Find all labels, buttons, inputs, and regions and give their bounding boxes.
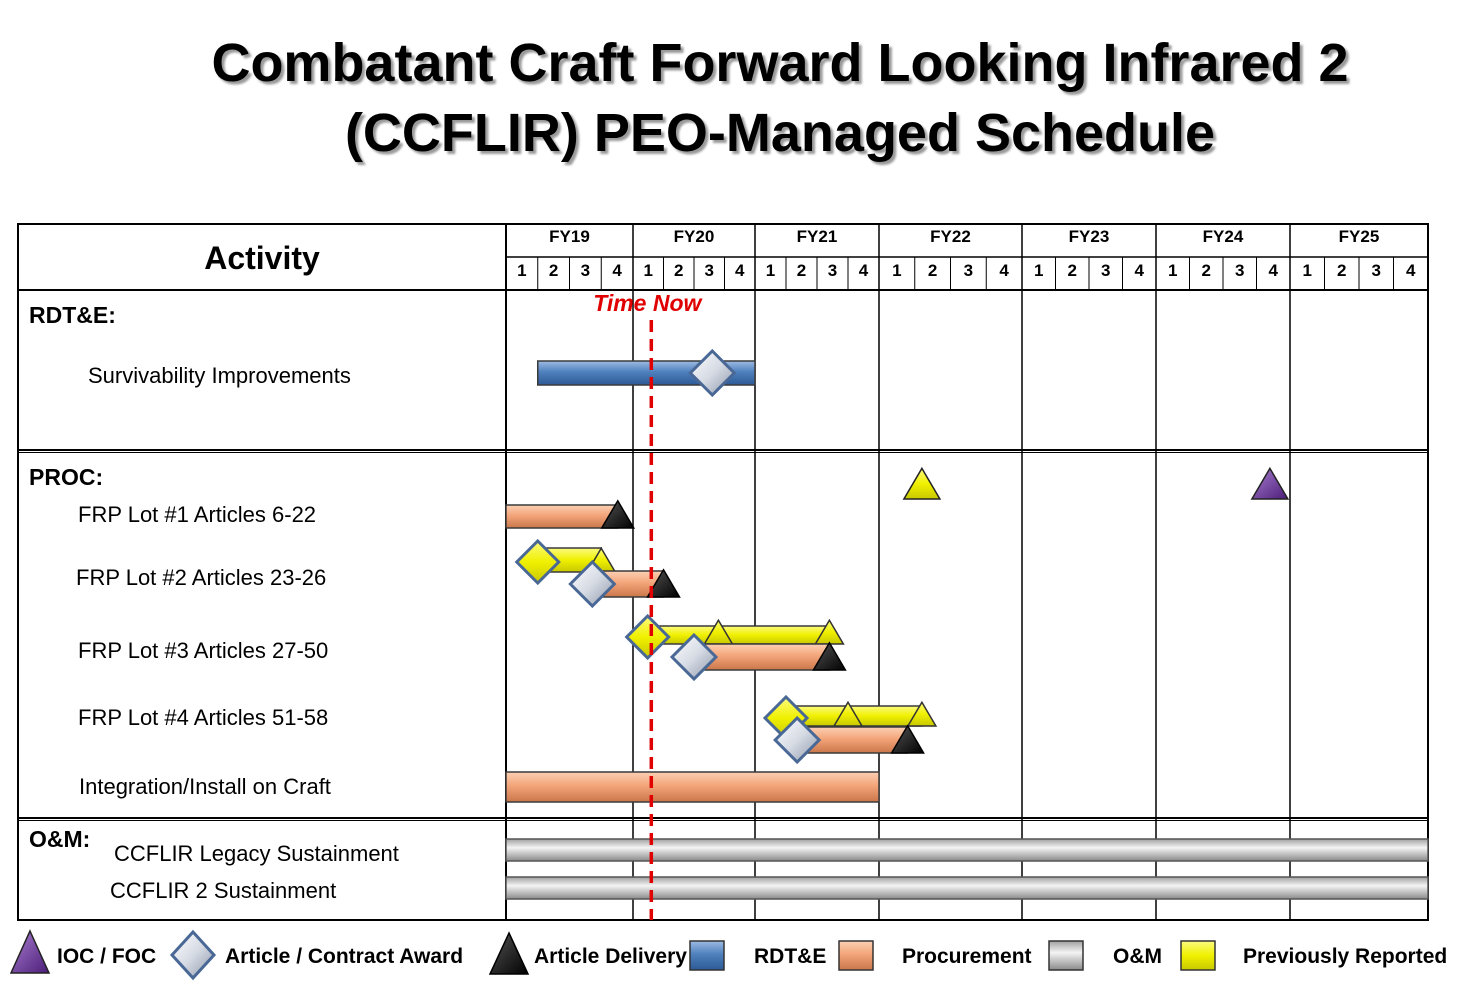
legend-label: Article Delivery — [534, 945, 687, 968]
activity-label: FRP Lot #1 Articles 6-22 — [78, 502, 316, 527]
quarter-label: 4 — [735, 261, 745, 280]
procurement-bar — [505, 504, 619, 529]
quarter-label: 1 — [892, 261, 901, 280]
activity-label: FRP Lot #3 Articles 27-50 — [78, 638, 328, 663]
quarter-label: 2 — [797, 261, 806, 280]
quarter-label: 3 — [705, 261, 714, 280]
om-bar — [505, 838, 1429, 862]
activity-label: Integration/Install on Craft — [79, 774, 331, 799]
previously-reported-award-marker — [624, 613, 671, 661]
previously-reported-award-marker — [514, 538, 561, 586]
previously-reported-bar — [646, 625, 831, 645]
fy-label: FY20 — [674, 227, 715, 246]
activity-label: FRP Lot #2 Articles 23-26 — [76, 565, 326, 590]
legend-previously_reported-icon — [1180, 940, 1216, 971]
om-bar — [505, 876, 1429, 900]
activity-label: Survivability Improvements — [88, 363, 351, 388]
activity-label: CCFLIR 2 Sustainment — [110, 878, 336, 903]
quarter-label: 1 — [1168, 261, 1177, 280]
quarter-label: 2 — [674, 261, 683, 280]
title-line-1: Combatant Craft Forward Looking Infrared… — [211, 33, 1349, 93]
quarter-label: 4 — [859, 261, 869, 280]
quarter-label: 3 — [1235, 261, 1244, 280]
legend-label: Previously Reported — [1243, 945, 1447, 968]
activity-label: CCFLIR Legacy Sustainment — [114, 841, 399, 866]
quarter-label: 2 — [928, 261, 937, 280]
quarter-label: 4 — [612, 261, 622, 280]
fy-label: FY22 — [930, 227, 971, 246]
activity-label: FRP Lot #4 Articles 51-58 — [78, 705, 328, 730]
quarter-label: 4 — [1406, 261, 1416, 280]
quarter-label: 3 — [1101, 261, 1110, 280]
contract-award-marker — [688, 348, 737, 398]
quarter-label: 3 — [828, 261, 837, 280]
article-delivery-marker — [600, 499, 636, 529]
legend-label: Procurement — [902, 945, 1032, 968]
legend-om-icon — [1048, 940, 1084, 971]
article-delivery-marker — [646, 568, 681, 598]
ioc-foc-marker — [1250, 466, 1290, 500]
quarter-label: 2 — [1202, 261, 1211, 280]
quarter-label: 3 — [964, 261, 973, 280]
fy-label: FY21 — [797, 227, 838, 246]
legend-label: IOC / FOC — [57, 945, 156, 968]
contract-award-marker — [669, 632, 719, 682]
previously-reported-delivery-marker — [906, 700, 938, 727]
quarter-label: 4 — [1269, 261, 1279, 280]
table-border — [17, 223, 1429, 921]
quarter-label: 1 — [766, 261, 775, 280]
quarter-label: 1 — [1303, 261, 1312, 280]
legend-label: Article / Contract Award — [225, 945, 463, 968]
section-label-om: O&M: — [29, 826, 90, 852]
procurement-bar — [505, 771, 880, 803]
legend-label: RDT&E — [754, 945, 826, 968]
title-line-2: (CCFLIR) PEO-Managed Schedule — [344, 103, 1216, 163]
quarter-label: 1 — [1034, 261, 1043, 280]
fy-label: FY19 — [549, 227, 590, 246]
time-now-label: Time Now — [593, 290, 703, 316]
legend-award-icon — [169, 929, 217, 981]
quarter-label: 3 — [581, 261, 590, 280]
contract-award-marker — [773, 715, 822, 765]
quarter-label: 2 — [549, 261, 558, 280]
section-label-rdte: RDT&E: — [29, 302, 116, 328]
contract-award-marker — [568, 559, 617, 609]
activity-header: Activity — [204, 240, 320, 276]
quarter-label: 2 — [1068, 261, 1077, 280]
article-delivery-marker — [890, 724, 925, 754]
page-title: Combatant Craft Forward Looking Infrared… — [0, 28, 1475, 168]
quarter-label: 2 — [1337, 261, 1346, 280]
legend-ioc-foc-icon — [9, 929, 51, 974]
fy-label: FY25 — [1339, 227, 1380, 246]
section-label-proc: PROC: — [29, 464, 103, 490]
previously-reported-delivery-marker — [832, 700, 864, 727]
quarter-label: 1 — [644, 261, 653, 280]
ioc-foc-marker — [902, 466, 942, 500]
fy-label: FY24 — [1203, 227, 1244, 246]
fy-label: FY23 — [1069, 227, 1110, 246]
article-delivery-marker — [812, 641, 847, 671]
quarter-label: 3 — [1372, 261, 1381, 280]
quarter-label: 1 — [517, 261, 526, 280]
legend-rdte-icon — [689, 940, 725, 971]
quarter-label: 4 — [999, 261, 1009, 280]
legend-delivery-icon — [488, 931, 530, 975]
legend-label: O&M — [1113, 945, 1162, 968]
legend-procurement-icon — [838, 940, 874, 971]
quarter-label: 4 — [1135, 261, 1145, 280]
